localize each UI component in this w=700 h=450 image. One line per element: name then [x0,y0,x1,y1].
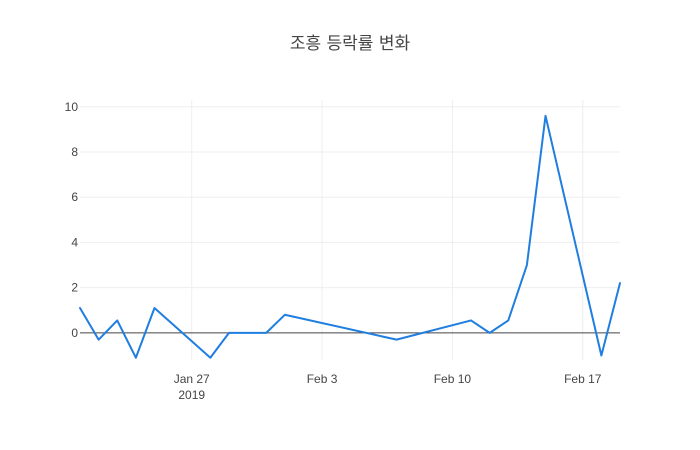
y-tick-label: 10 [65,100,79,114]
y-tick-label: 6 [71,190,78,204]
y-tick-label: 2 [71,281,78,295]
x-tick-sublabel: 2019 [178,388,205,402]
y-tick-label: 4 [71,235,78,249]
y-tick-label: 0 [71,326,78,340]
chart-title: 조흥 등락률 변화 [290,34,411,54]
x-tick-label: Feb 17 [564,372,602,386]
x-tick-label: Jan 27 [174,372,210,386]
axes: 0 2 4 6 8 10 Jan 27 2019 Feb 3 Feb 10 Feb 17 [65,100,620,402]
x-tick-label: Feb 3 [307,372,338,386]
y-tick-label: 8 [71,145,78,159]
series [79,114,621,359]
x-tick-label: Feb 10 [434,372,472,386]
grid [80,100,620,360]
series-line [79,114,621,359]
